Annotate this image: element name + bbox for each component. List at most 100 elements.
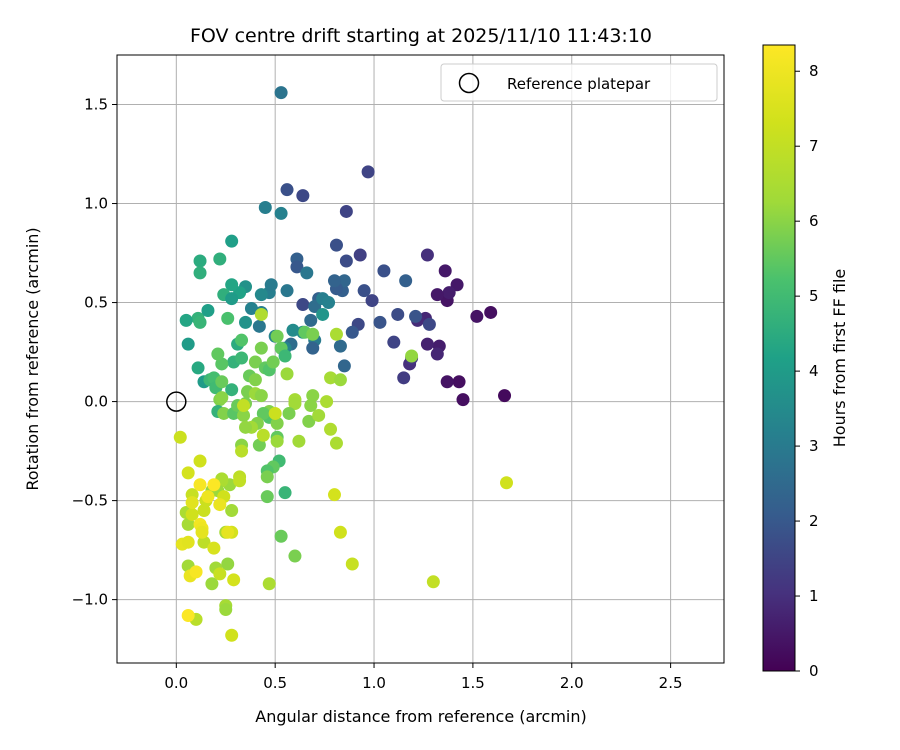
data-point	[442, 286, 456, 300]
colorbar-ticks: 0 1 2 3 4 5 6 7 8	[795, 62, 819, 680]
x-tick-label: 2.5	[659, 674, 683, 692]
data-point	[345, 325, 359, 339]
data-point	[353, 248, 367, 262]
colorbar-tick-label: 6	[809, 212, 819, 230]
data-point	[256, 428, 270, 442]
data-point	[260, 490, 274, 504]
data-point	[426, 575, 440, 589]
data-point	[201, 303, 215, 317]
data-point	[207, 478, 221, 492]
data-point	[300, 266, 314, 280]
data-point	[185, 496, 199, 510]
data-point	[219, 603, 233, 617]
y-tick-label: −0.5	[72, 492, 108, 510]
data-point	[329, 327, 343, 341]
data-point	[227, 573, 241, 587]
data-point	[260, 470, 274, 484]
data-point	[322, 296, 336, 310]
data-point	[252, 438, 266, 452]
data-point	[193, 454, 207, 468]
data-point	[185, 507, 199, 521]
y-tick-label: −1.0	[72, 591, 108, 609]
data-point	[282, 406, 296, 420]
data-point	[193, 266, 207, 280]
colorbar-tick-label: 1	[809, 587, 819, 605]
data-point	[237, 399, 251, 413]
data-point	[345, 557, 359, 571]
data-point	[195, 525, 209, 539]
data-point	[254, 307, 268, 321]
data-point	[420, 248, 434, 262]
data-point	[197, 504, 211, 518]
data-point	[430, 347, 444, 361]
data-point	[225, 292, 239, 306]
data-point	[181, 608, 195, 622]
data-point	[193, 478, 207, 492]
data-point	[268, 406, 282, 420]
y-tick-label: 0.5	[84, 294, 108, 312]
data-point	[409, 309, 423, 323]
data-point	[181, 337, 195, 351]
data-point	[274, 86, 288, 100]
data-point	[288, 397, 302, 411]
data-point	[235, 351, 249, 365]
data-point	[262, 577, 276, 591]
data-point	[308, 300, 322, 314]
x-axis-ticks: 0.0 0.5 1.0 1.5 2.0 2.5	[164, 663, 683, 692]
y-axis-ticks: −1.0 −0.5 0.0 0.5 1.0 1.5	[72, 96, 117, 609]
data-point	[211, 347, 225, 361]
data-point	[205, 577, 219, 591]
data-point	[377, 264, 391, 278]
data-point	[191, 361, 205, 375]
data-point	[215, 375, 229, 389]
data-point	[333, 339, 347, 353]
chart-title: FOV centre drift starting at 2025/11/10 …	[190, 25, 652, 47]
data-point	[225, 234, 239, 248]
data-point	[365, 294, 379, 308]
data-point	[304, 313, 318, 327]
data-point	[193, 315, 207, 329]
data-point	[339, 204, 353, 218]
data-point	[221, 311, 235, 325]
data-point	[213, 252, 227, 266]
data-point	[306, 327, 320, 341]
data-point	[438, 264, 452, 278]
data-point	[193, 254, 207, 268]
data-point	[280, 183, 294, 197]
data-point	[470, 309, 484, 323]
data-point	[181, 517, 195, 531]
data-point	[225, 628, 239, 642]
data-point	[248, 373, 262, 387]
data-point	[233, 474, 247, 488]
data-point	[304, 399, 318, 413]
data-point	[484, 305, 498, 319]
colorbar-tick-label: 3	[809, 437, 819, 455]
y-tick-label: 1.5	[84, 96, 108, 114]
legend-box	[440, 63, 718, 102]
data-point	[221, 557, 235, 571]
data-point	[422, 317, 436, 331]
colorbar-tick-label: 8	[809, 62, 819, 80]
data-point	[254, 341, 268, 355]
data-point	[324, 422, 338, 436]
data-point	[244, 301, 258, 315]
data-point	[225, 383, 239, 397]
data-point	[302, 414, 316, 428]
y-tick-label: 1.0	[84, 195, 108, 213]
data-point	[173, 430, 187, 444]
data-point	[296, 189, 310, 203]
reference-platepar-marker	[166, 391, 187, 412]
data-point	[201, 490, 215, 504]
data-point	[391, 307, 405, 321]
colorbar: 0 1 2 3 4 5 6 7 8 Hours from first FF file	[762, 44, 849, 680]
data-point	[333, 373, 347, 387]
legend-marker-icon	[458, 72, 480, 94]
data-point	[327, 488, 341, 502]
data-point	[324, 371, 338, 385]
data-point	[333, 525, 347, 539]
data-point	[357, 284, 371, 298]
data-point	[280, 284, 294, 298]
colorbar-tick-label: 5	[809, 287, 819, 305]
data-point	[399, 274, 413, 288]
data-point	[288, 549, 302, 563]
